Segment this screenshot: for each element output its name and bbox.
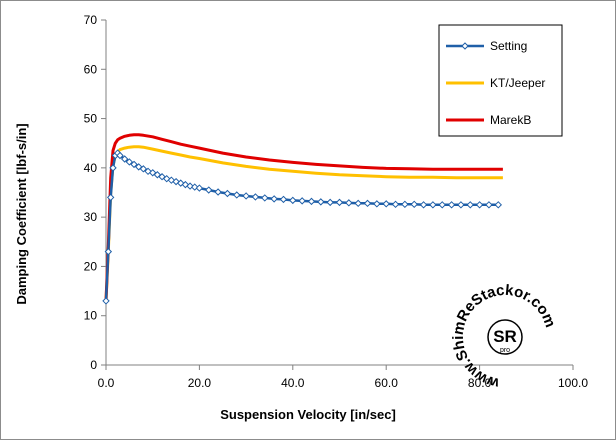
series-point-setting [363,199,372,208]
series-point-setting [102,297,110,305]
series-point-setting [345,199,353,207]
series-point-setting [279,195,288,204]
legend-label-setting: Setting [490,39,527,53]
series-point-setting [307,197,316,206]
y-tick-label: 20 [84,259,98,273]
x-axis-title: Suspension Velocity [in/sec] [220,407,396,422]
series-line-marekb [104,133,503,301]
series-point-setting [373,200,381,208]
series-point-setting [317,198,325,206]
series-point-setting [382,200,390,208]
series-point-setting [298,197,306,205]
series-point-setting [106,193,115,202]
series-point-setting [261,194,269,202]
series-point-setting [466,201,474,209]
series-point-setting [438,201,446,209]
series-point-setting [326,198,334,207]
y-tick-label: 40 [84,161,98,175]
series-point-setting [205,186,213,194]
axes [105,20,573,366]
legend: Setting KT/Jeeper MarekB [438,24,563,137]
series-point-setting [139,165,148,173]
x-tick-label: 0.0 [98,376,115,390]
series-point-setting [457,201,465,209]
series-point-setting [130,160,138,169]
y-tick-label: 50 [84,112,98,126]
series-point-setting [447,201,456,209]
legend-box [438,24,563,137]
y-axis-title: Damping Coefficient [lbf-s/in] [14,123,29,304]
x-tick-label: 40.0 [281,376,305,390]
series-point-setting [270,195,278,203]
y-tick-label: 70 [84,13,98,27]
series-point-setting [354,199,362,208]
series-point-setting [233,191,241,199]
series-point-setting [116,151,124,160]
series-point-setting [195,184,204,192]
series-point-setting [429,201,437,209]
series-point-setting [391,200,400,209]
series-point-setting [109,164,117,172]
series-point-setting [485,201,493,209]
ticks: 0 10 20 30 40 50 60 70 0.0 20.0 40.0 60.0 80.0 100.0 [84,13,589,390]
series [102,133,503,305]
series-point-setting [419,201,428,209]
x-tick-label: 80.0 [468,376,492,390]
y-tick-label: 0 [90,358,97,372]
legend-items: Setting KT/Jeeper MarekB [446,39,545,127]
y-tick-label: 10 [84,309,98,323]
series-point-setting [494,201,502,209]
x-tick-label: 20.0 [188,376,212,390]
x-tick-label: 60.0 [375,376,399,390]
series-point-setting [125,158,134,166]
series-point-setting [223,189,232,198]
x-tick-label: 100.0 [558,376,588,390]
logo-monogram: SR [493,327,517,346]
legend-label-marekb: MarekB [490,113,531,127]
series-point-setting [104,247,113,256]
legend-label-kt-jeeper: KT/Jeeper [490,76,545,90]
series-point-setting [410,200,418,209]
series-point-setting [251,193,260,201]
legend-marker-setting [461,42,469,50]
series-point-setting [242,192,250,200]
series-point-setting [214,188,222,196]
series-point-setting [401,200,409,209]
shimrestackor-logo: www.ShimReStackor.com SR pro [450,282,559,392]
series-line-setting [104,151,499,301]
series-point-setting [335,198,344,207]
series-point-setting [289,196,297,205]
series-point-setting [120,155,129,163]
logo-sub: pro [500,347,510,354]
y-tick-label: 30 [84,210,98,224]
series-point-setting [475,201,484,209]
y-tick-label: 60 [84,62,98,76]
